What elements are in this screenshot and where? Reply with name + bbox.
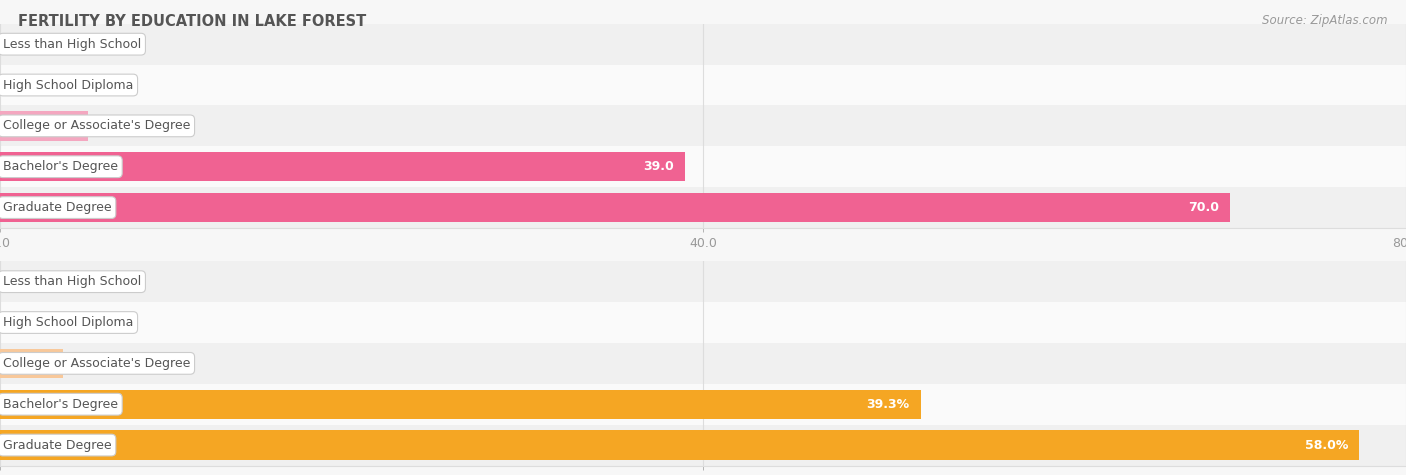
Text: FERTILITY BY EDUCATION IN LAKE FOREST: FERTILITY BY EDUCATION IN LAKE FOREST [18, 14, 367, 29]
Text: 0.0: 0.0 [7, 78, 27, 92]
Text: Less than High School: Less than High School [3, 275, 141, 288]
Text: Source: ZipAtlas.com: Source: ZipAtlas.com [1263, 14, 1388, 27]
Text: Bachelor's Degree: Bachelor's Degree [3, 160, 118, 173]
Text: Graduate Degree: Graduate Degree [3, 201, 111, 214]
Text: College or Associate's Degree: College or Associate's Degree [3, 357, 190, 370]
Text: Graduate Degree: Graduate Degree [3, 438, 111, 452]
Text: 5.0: 5.0 [96, 119, 115, 133]
Bar [0, 65, 1406, 105]
Bar [0, 24, 1406, 65]
Bar [0, 261, 1406, 302]
Text: Bachelor's Degree: Bachelor's Degree [3, 398, 118, 411]
Bar [0, 430, 1360, 460]
Text: 58.0%: 58.0% [1305, 438, 1348, 452]
Bar [0, 302, 1406, 343]
Bar [0, 105, 1406, 146]
Bar [0, 111, 87, 141]
Text: College or Associate's Degree: College or Associate's Degree [3, 119, 190, 133]
Text: 39.3%: 39.3% [866, 398, 910, 411]
Text: 2.7%: 2.7% [70, 357, 103, 370]
Text: High School Diploma: High School Diploma [3, 78, 134, 92]
Text: 0.0: 0.0 [7, 38, 27, 51]
Bar [0, 390, 921, 419]
Text: 0.0%: 0.0% [7, 316, 39, 329]
Bar [0, 193, 1230, 222]
Text: Less than High School: Less than High School [3, 38, 141, 51]
Bar [0, 343, 1406, 384]
Text: 39.0: 39.0 [644, 160, 675, 173]
Text: 0.0%: 0.0% [7, 275, 39, 288]
Bar [0, 146, 1406, 187]
Bar [0, 349, 63, 378]
Bar [0, 425, 1406, 466]
Text: High School Diploma: High School Diploma [3, 316, 134, 329]
Bar [0, 187, 1406, 228]
Text: 70.0: 70.0 [1188, 201, 1219, 214]
Bar [0, 384, 1406, 425]
Bar [0, 152, 686, 181]
